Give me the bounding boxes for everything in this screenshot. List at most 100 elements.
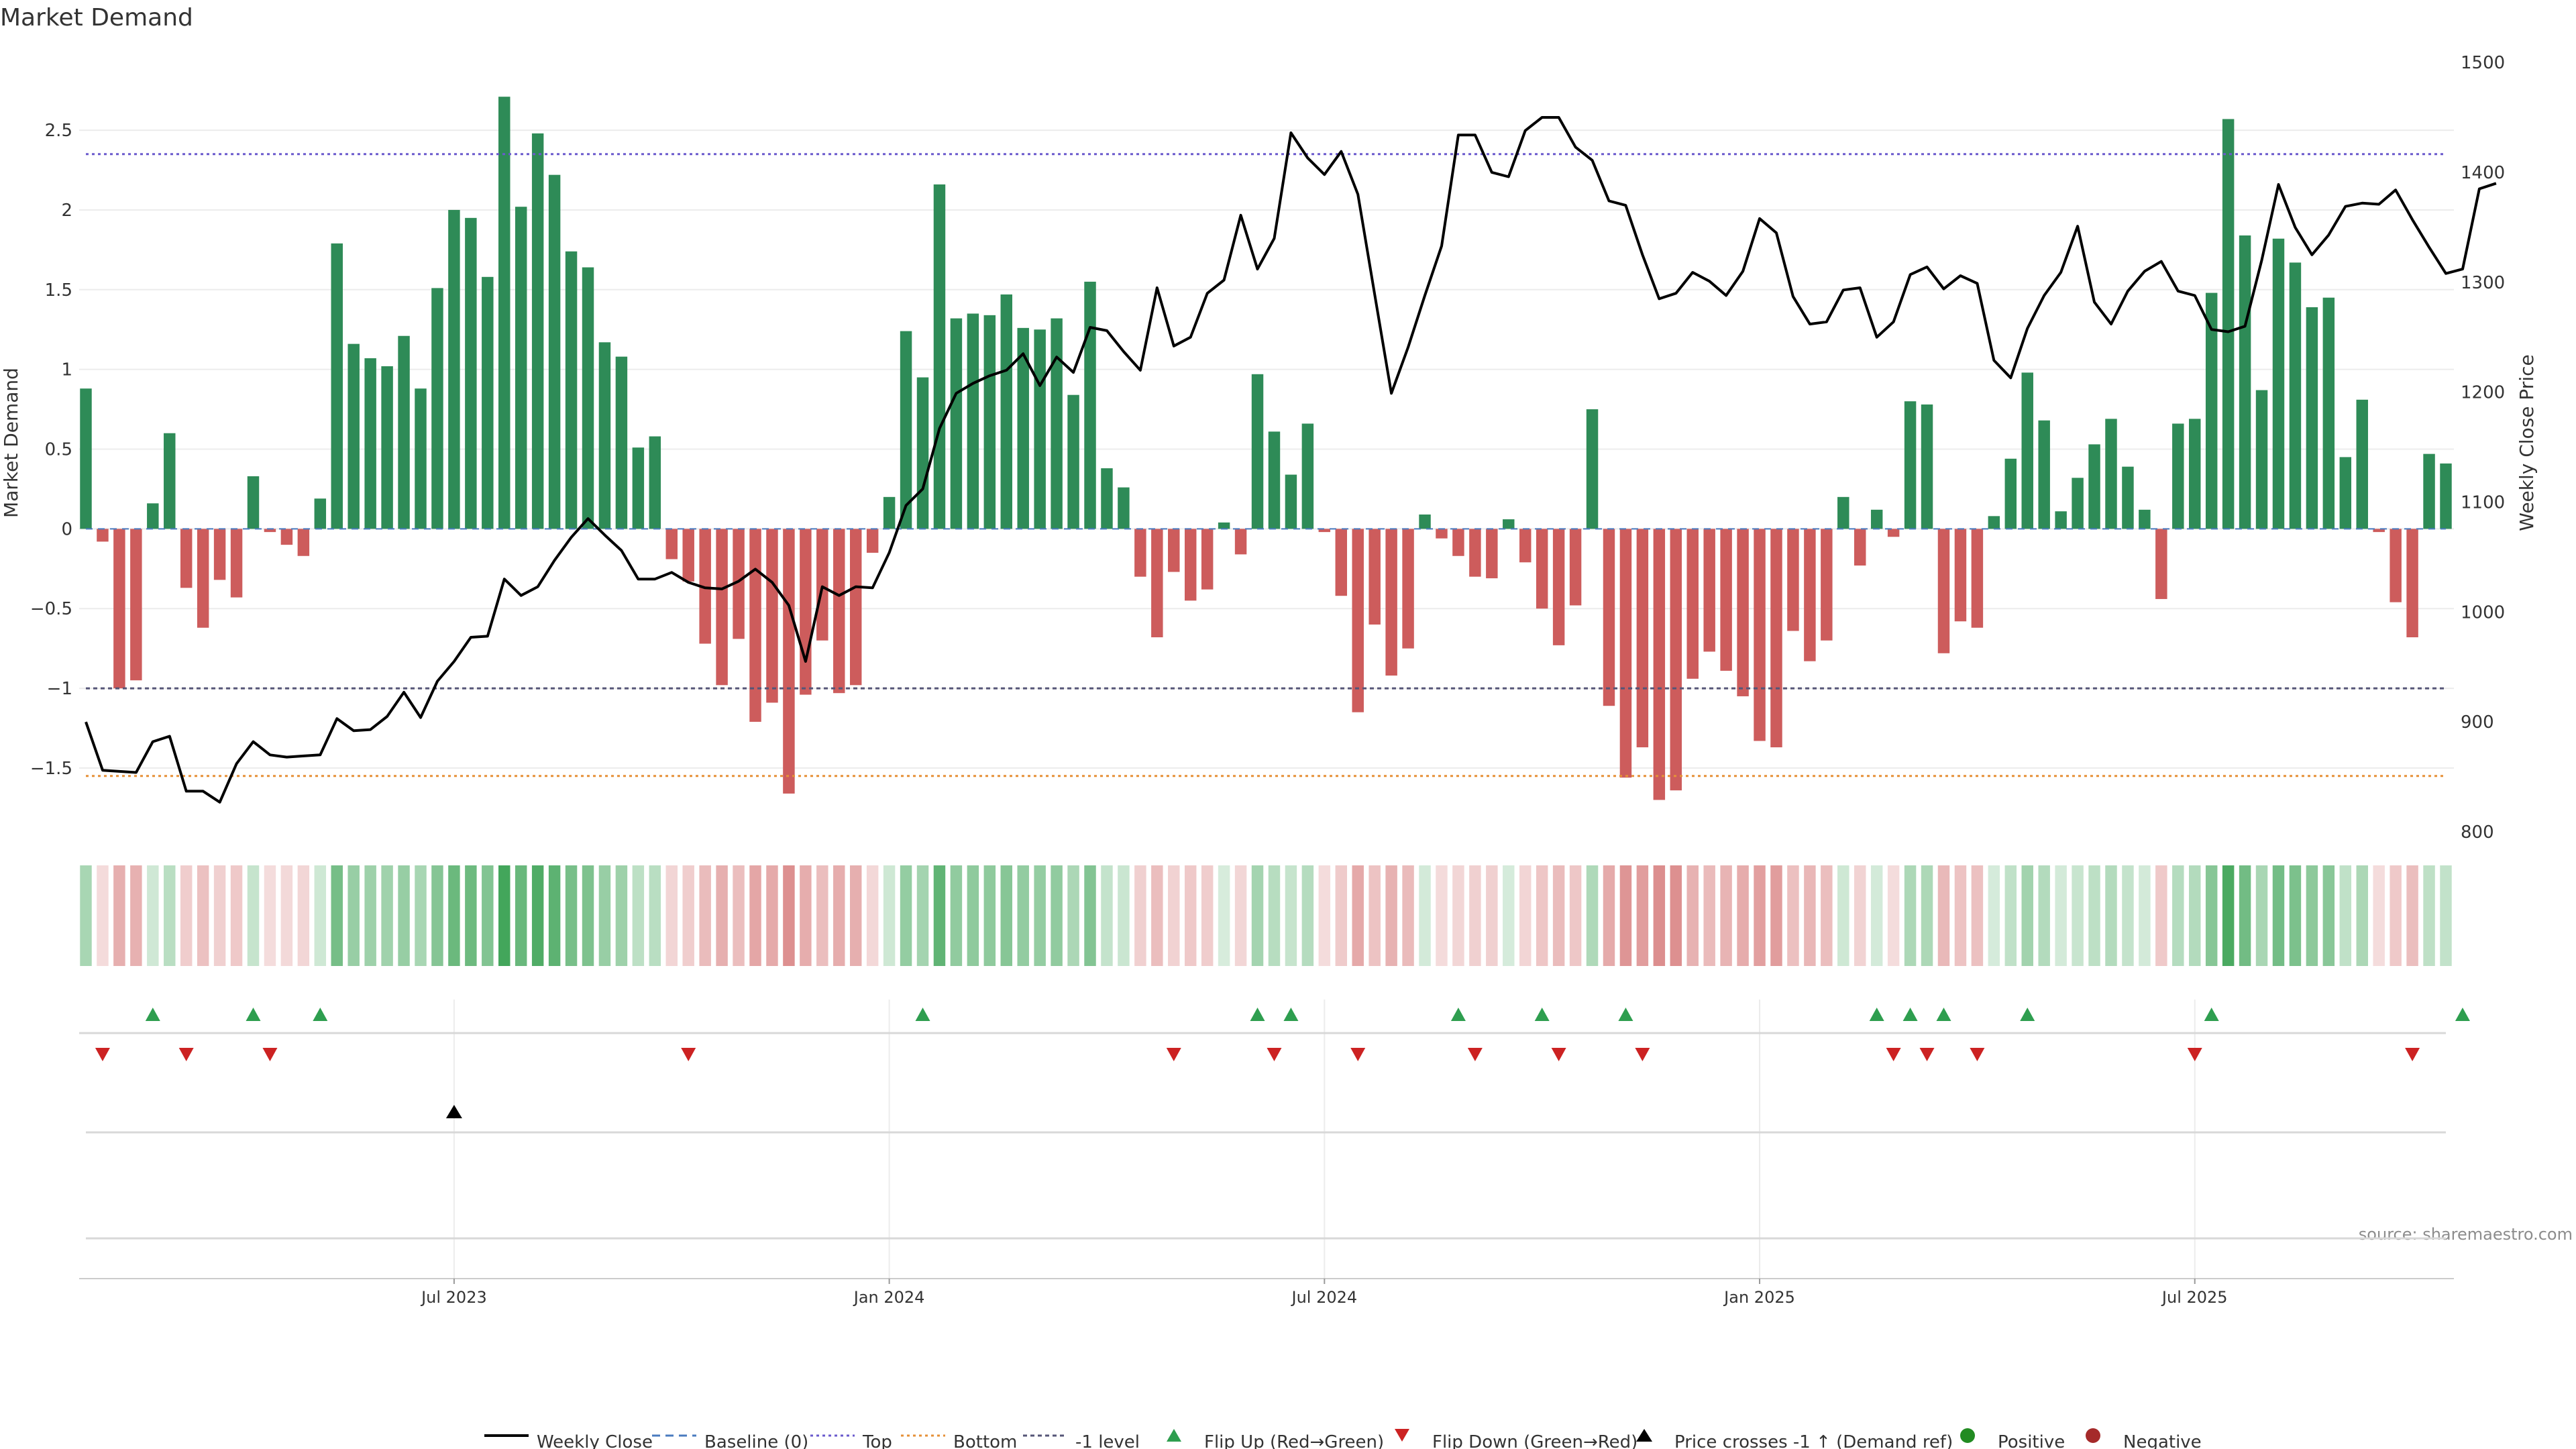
legend-entry-label: Bottom bbox=[953, 1432, 1017, 1449]
positive-demand-bar bbox=[933, 184, 946, 529]
negative-demand-bar bbox=[1352, 529, 1364, 712]
heatmap-cell bbox=[1937, 865, 1950, 966]
heatmap-cell bbox=[983, 865, 996, 966]
heatmap-cell bbox=[649, 865, 661, 966]
heatmap-cell bbox=[1686, 865, 1699, 966]
heatmap-cell bbox=[2406, 865, 2418, 966]
heatmap-cell bbox=[398, 865, 410, 966]
heatmap-cell bbox=[415, 865, 427, 966]
negative-demand-bar bbox=[1670, 529, 1682, 791]
negative-demand-bar bbox=[800, 529, 812, 695]
legend-swatch-flip-down bbox=[1395, 1429, 1409, 1442]
heatmap-cell bbox=[147, 865, 159, 966]
y2-tick-label: 1500 bbox=[2461, 53, 2505, 73]
negative-demand-bar bbox=[1854, 529, 1866, 566]
positive-demand-bar bbox=[916, 377, 929, 529]
positive-demand-bar bbox=[2021, 372, 2033, 529]
flip-up-marker bbox=[1902, 1008, 1918, 1021]
positive-demand-bar bbox=[2004, 458, 2017, 529]
heatmap-cell bbox=[1436, 865, 1448, 966]
flip-up-marker bbox=[145, 1008, 160, 1021]
heatmap-cell bbox=[1703, 865, 1715, 966]
heatmap-cell bbox=[1118, 865, 1130, 966]
positive-demand-bar bbox=[1586, 409, 1599, 529]
heatmap-cell bbox=[1486, 865, 1498, 966]
positive-demand-bar bbox=[2105, 419, 2117, 529]
positive-demand-bar bbox=[649, 436, 661, 529]
legend-entry-label: Baseline (0) bbox=[704, 1432, 808, 1449]
heatmap-cell bbox=[1586, 865, 1599, 966]
flip-up-marker bbox=[2455, 1008, 2470, 1021]
heatmap-cell bbox=[465, 865, 477, 966]
heatmap-cell bbox=[97, 865, 109, 966]
positive-demand-bar bbox=[2038, 420, 2050, 529]
heatmap-cell bbox=[783, 865, 795, 966]
heatmap-cell bbox=[900, 865, 912, 966]
legend-swatch-flip-up bbox=[1167, 1429, 1181, 1442]
positive-demand-bar bbox=[1051, 318, 1063, 529]
flip-markers bbox=[79, 1008, 2470, 1061]
negative-demand-bar bbox=[1703, 529, 1715, 652]
y-tick-label: 2.5 bbox=[45, 121, 72, 141]
legend-swatch-positive bbox=[1960, 1428, 1975, 1443]
negative-demand-bar bbox=[1368, 529, 1381, 625]
negative-demand-bar bbox=[1469, 529, 1481, 577]
legend-entry-label: Top bbox=[862, 1432, 892, 1449]
negative-demand-bar bbox=[1436, 529, 1448, 539]
chart-title: Market Demand bbox=[0, 4, 193, 32]
positive-demand-bar bbox=[1904, 401, 1917, 529]
heatmap-cell bbox=[1737, 865, 1749, 966]
negative-demand-bar bbox=[1134, 529, 1146, 577]
heatmap-cell bbox=[2004, 865, 2017, 966]
negative-demand-bar bbox=[97, 529, 109, 542]
positive-demand-bar bbox=[2306, 307, 2318, 529]
negative-demand-bar bbox=[1619, 529, 1632, 778]
negative-demand-bar bbox=[682, 529, 694, 582]
heatmap-cell bbox=[1503, 865, 1515, 966]
y2-tick-label: 1100 bbox=[2461, 492, 2505, 513]
negative-demand-bar bbox=[1737, 529, 1749, 696]
positive-demand-bar bbox=[2055, 511, 2067, 529]
heatmap-cell bbox=[1770, 865, 1782, 966]
heatmap-cell bbox=[314, 865, 327, 966]
positive-demand-bar bbox=[431, 288, 443, 529]
flip-down-marker bbox=[1350, 1048, 1366, 1061]
negative-demand-bar bbox=[1653, 529, 1666, 800]
positive-demand-bar bbox=[381, 366, 393, 529]
heatmap-cell bbox=[1904, 865, 1917, 966]
flip-up-marker bbox=[2020, 1008, 2035, 1021]
negative-demand-bar bbox=[1603, 529, 1615, 706]
heatmap-cell bbox=[2255, 865, 2268, 966]
heatmap-cell bbox=[2038, 865, 2050, 966]
positive-demand-bar bbox=[967, 313, 979, 529]
heatmap-cell bbox=[364, 865, 376, 966]
heatmap-cell bbox=[164, 865, 176, 966]
negative-demand-bar bbox=[816, 529, 828, 641]
heatmap-cell bbox=[331, 865, 343, 966]
flip-down-marker bbox=[1551, 1048, 1566, 1061]
heatmap-cell bbox=[2172, 865, 2184, 966]
negative-demand-bar bbox=[2373, 529, 2385, 533]
heatmap-cell bbox=[2289, 865, 2302, 966]
flip-down-marker bbox=[1970, 1048, 1985, 1061]
heatmap-cell bbox=[515, 865, 527, 966]
flip-down-marker bbox=[1886, 1048, 1901, 1061]
heatmap-cell bbox=[1301, 865, 1314, 966]
negative-demand-bar bbox=[1821, 529, 1833, 641]
y2-tick-label: 1200 bbox=[2461, 383, 2505, 403]
heatmap-cell bbox=[1201, 865, 1214, 966]
heatmap-cell bbox=[80, 865, 92, 966]
heatmap-cell bbox=[800, 865, 812, 966]
positive-demand-bar bbox=[1301, 423, 1314, 529]
flip-up-marker bbox=[1534, 1008, 1550, 1021]
demand-heatmap-strip bbox=[80, 865, 2452, 966]
heatmap-cell bbox=[2122, 865, 2134, 966]
heatmap-cell bbox=[1452, 865, 1464, 966]
heatmap-cell bbox=[1151, 865, 1163, 966]
positive-demand-bar bbox=[2205, 292, 2218, 529]
heatmap-cell bbox=[1251, 865, 1264, 966]
heatmap-cell bbox=[2139, 865, 2151, 966]
heatmap-cell bbox=[2055, 865, 2067, 966]
heatmap-cell bbox=[1887, 865, 1900, 966]
y2-tick-label: 900 bbox=[2461, 712, 2494, 733]
